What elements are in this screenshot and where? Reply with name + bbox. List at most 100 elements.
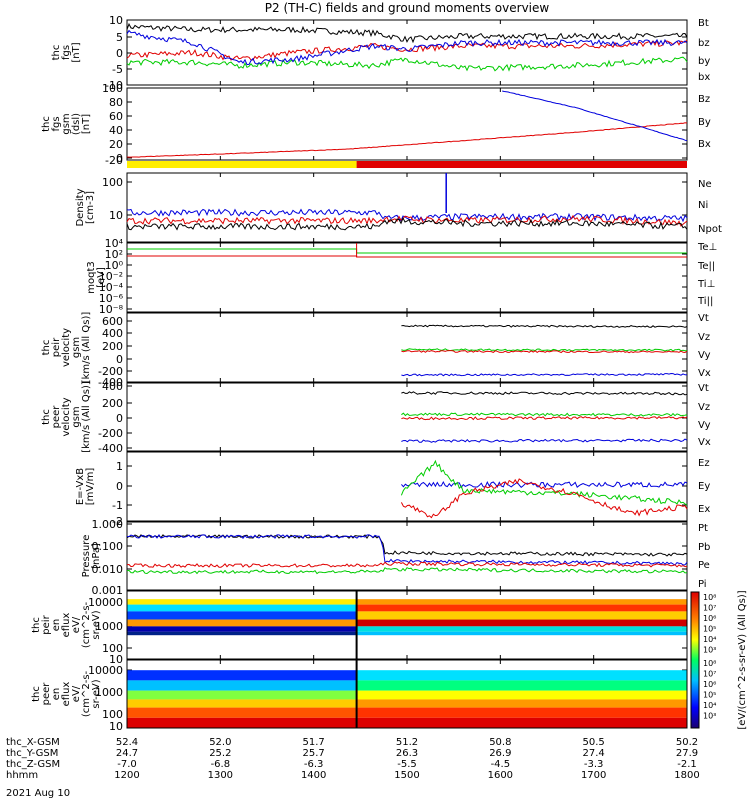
panel-frame <box>126 312 688 383</box>
panel-0: 10 5 0 -5 -10 thc fgs [nT] Bt bz by bx <box>51 14 710 92</box>
y-tick-label: 60 <box>109 110 123 123</box>
legend-ti: Ti|| <box>697 296 713 307</box>
legend-bx: Bx <box>698 139 711 150</box>
bottom-row-value: 26.3 <box>396 748 418 759</box>
y-tick-label: 1.000 <box>92 518 124 531</box>
legend-ey: Ey <box>698 481 710 492</box>
y-tick-label: 10 <box>109 209 123 222</box>
bottom-row-value: -4.5 <box>491 759 511 770</box>
state-bar-red <box>356 161 687 168</box>
panel-frame <box>126 87 688 161</box>
legend-pe: Pe <box>698 560 710 571</box>
legend-vy: Vy <box>698 420 711 431</box>
bottom-row-value: 27.9 <box>676 748 698 759</box>
y-axis-label-line: (dsl) <box>71 113 82 135</box>
y-axis-label: moqt3 [eV] <box>86 261 107 294</box>
spectrogram-band <box>127 604 357 612</box>
legend-vt: Vt <box>698 383 709 394</box>
y-tick-label: 0 <box>116 152 123 165</box>
y-tick-label: -2 <box>112 515 123 528</box>
y-tick-label: 10 <box>109 720 123 733</box>
bottom-row-value: -5.5 <box>397 759 417 770</box>
spectrogram-band <box>356 604 687 612</box>
spectrogram-band <box>127 680 357 691</box>
legend-te: Te|| <box>697 261 715 272</box>
panel-frame <box>126 172 688 243</box>
y-tick-label: 1000 <box>95 620 123 633</box>
bottom-row-value: 50.2 <box>676 737 698 748</box>
bottom-axis: thc_X-GSM 52.4 52.0 51.7 51.2 50.8 50.5 50.2 thc… <box>6 737 700 781</box>
y-tick-label: 400 <box>102 327 123 340</box>
legend-pi: Pi <box>698 579 707 590</box>
bottom-row-value: 1200 <box>114 770 139 781</box>
y-axis-label-line: thc <box>31 617 42 633</box>
spectrogram-band <box>127 631 357 636</box>
y-tick-label: 0.100 <box>92 540 124 553</box>
y-tick-label: 100 <box>102 82 123 95</box>
spectrogram-band <box>127 690 357 700</box>
bottom-row-value: -3.3 <box>584 759 604 770</box>
y-axis-label-line: [mV/m] <box>85 468 96 506</box>
panel-frame <box>126 521 688 591</box>
series-npot-line <box>126 208 688 223</box>
y-axis-label: thc peir velocity gsm [km/s (All Qs)] <box>41 312 92 384</box>
legend-ti: Ti⊥ <box>697 279 715 290</box>
bottom-row-value: 25.2 <box>209 748 231 759</box>
legend-ni: Ni <box>698 200 708 211</box>
colorbar-tick-label: 10⁴ <box>703 701 716 710</box>
y-axis-label-line: en <box>51 619 62 632</box>
legend-vy: Vy <box>698 350 711 361</box>
bottom-row-label: thc_X-GSM <box>6 737 60 748</box>
colorbar-tick-label: 10⁷ <box>703 670 716 679</box>
y-tick-label: 10 <box>109 653 123 666</box>
series-by-line <box>126 56 688 72</box>
bottom-row-label: thc_Z-GSM <box>6 759 60 770</box>
y-axis-label-line: sr-eV) <box>91 610 102 639</box>
series-pi-line <box>126 533 688 566</box>
y-axis-label-line: (cm^2-s- <box>81 670 92 717</box>
y-axis-label-line: gsm <box>61 113 72 134</box>
spectrogram-band <box>356 707 687 718</box>
y-tick-label: 10⁰ <box>105 259 124 272</box>
y-tick-label: 80 <box>109 96 123 109</box>
y-tick-label: 20 <box>109 138 123 151</box>
y-tick-label: -200 <box>98 365 123 378</box>
y-tick-label: 10⁻⁸ <box>99 303 124 316</box>
bottom-row-value: -7.0 <box>117 759 137 770</box>
y-tick-label: 1 <box>116 460 123 473</box>
panel-2: 100 10 Density [cm-3] Ne Ni Npot <box>75 172 722 243</box>
series-ni-line <box>126 217 688 231</box>
y-tick-label: 0.001 <box>92 584 124 597</box>
y-axis-label-line: moqt3 <box>86 261 97 294</box>
y-tick-label: 10000 <box>88 664 123 677</box>
series-ez-line <box>400 478 688 519</box>
legend-pt: Pt <box>698 523 708 534</box>
legend-bt: Bt <box>698 18 709 29</box>
y-tick-label: 10000 <box>88 596 123 609</box>
spectrogram-band <box>356 717 687 728</box>
state-bar <box>127 161 687 168</box>
y-tick-label: 0 <box>116 353 123 366</box>
colorbar-tick-label: 10³ <box>703 646 716 655</box>
series-vt-line <box>401 324 688 328</box>
series-vx-line <box>401 438 688 443</box>
y-tick-label: 0 <box>116 47 123 60</box>
y-tick-label: -5 <box>112 63 123 76</box>
spectrogram-frame <box>126 659 688 729</box>
spectrogram-band <box>127 699 357 708</box>
y-axis-label-line: peir <box>41 614 52 634</box>
legend-ez: Ez <box>698 458 710 469</box>
y-axis-label-line: eV/ <box>71 616 82 633</box>
y-axis-label: thc fgs gsm (dsl) [nT] <box>41 113 92 135</box>
panel-frame <box>126 19 688 86</box>
bottom-row-value: 26.9 <box>489 748 511 759</box>
plot-title: P2 (TH-C) fields and ground moments over… <box>265 1 550 15</box>
y-axis-label: thc fgs [nT] <box>51 42 82 62</box>
colorbar-tick-label: 10⁴ <box>703 635 716 644</box>
bottom-row-value: 51.2 <box>396 737 418 748</box>
y-axis-label-line: eV/ <box>71 685 82 702</box>
y-tick-label: 10⁴ <box>105 237 124 250</box>
